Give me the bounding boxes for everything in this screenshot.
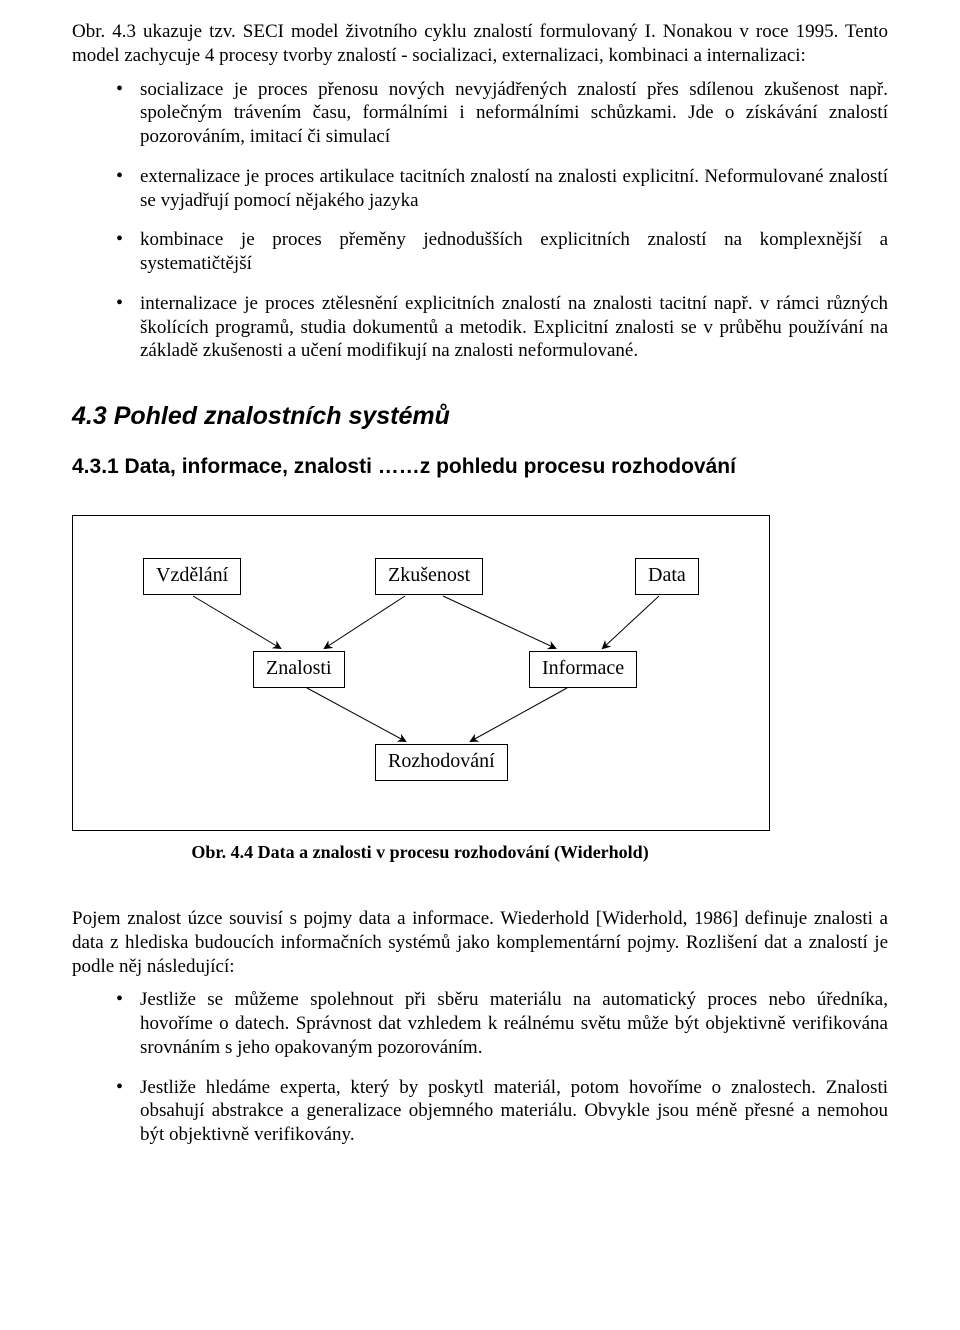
bullet-externalizace: externalizace je proces artikulace tacit… [116,165,888,213]
figure-caption: Obr. 4.4 Data a znalosti v procesu rozho… [72,841,768,864]
bullet-internalizace: internalizace je proces ztělesnění expli… [116,292,888,363]
node-vzdelani: Vzdělání [143,558,241,595]
node-informace: Informace [529,651,637,688]
bullet-kombinace: kombinace je proces přeměny jednodušších… [116,228,888,276]
arrow-znalosti-to-rozhodovani [307,688,405,741]
intro-paragraph: Obr. 4.3 ukazuje tzv. SECI model životní… [72,20,888,68]
bullet-socializace: socializace je proces přenosu nových nev… [116,78,888,149]
diagram-box: Vzdělání Zkušenost Data Znalosti Informace Ro… [72,515,770,831]
arrow-data-to-informace [603,596,659,648]
bullet-data-definition: Jestliže se můžeme spolehnout při sběru … [116,988,888,1059]
node-znalosti: Znalosti [253,651,345,688]
node-data: Data [635,558,699,595]
node-zkusenost: Zkušenost [375,558,483,595]
seci-bullet-list: socializace je proces přenosu nových nev… [72,78,888,364]
section-heading-4-3: 4.3 Pohled znalostních systémů [72,401,888,432]
subsection-heading-4-3-1: 4.3.1 Data, informace, znalosti ……z pohl… [72,454,888,480]
document-page: Obr. 4.3 ukazuje tzv. SECI model životní… [0,0,960,1203]
node-rozhodovani: Rozhodování [375,744,508,781]
figure-4-4: Vzdělání Zkušenost Data Znalosti Informace Ro… [72,515,888,864]
bullet-knowledge-definition: Jestliže hledáme experta, který by posky… [116,1076,888,1147]
arrow-zkusenost-to-znalosti [325,596,405,648]
arrow-zkusenost-to-informace [443,596,555,648]
definition-bullet-list: Jestliže se můžeme spolehnout při sběru … [72,988,888,1147]
arrow-vzdelani-to-znalosti [193,596,280,648]
arrow-informace-to-rozhodovani [471,688,567,741]
paragraph-wiederhold: Pojem znalost úzce souvisí s pojmy data … [72,907,888,978]
